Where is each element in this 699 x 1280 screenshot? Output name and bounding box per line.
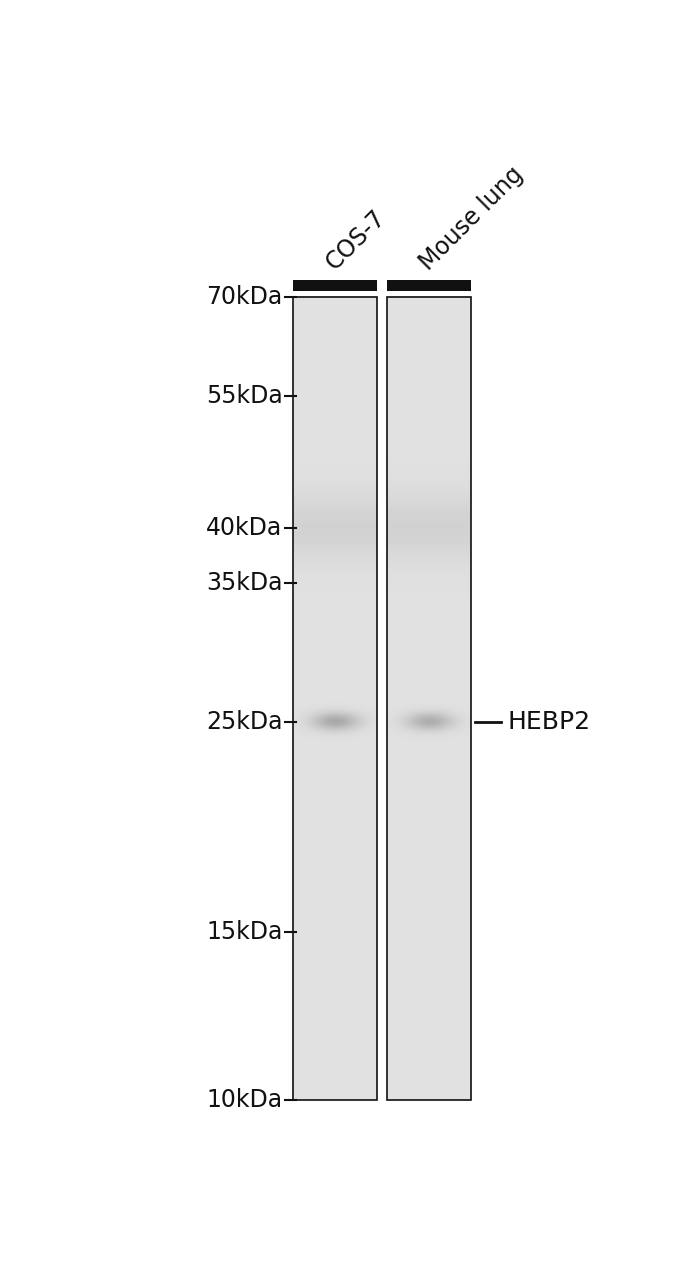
Text: 70kDa: 70kDa	[206, 284, 282, 308]
Bar	[387, 280, 471, 291]
Text: 10kDa: 10kDa	[206, 1088, 282, 1112]
Text: 15kDa: 15kDa	[206, 920, 282, 945]
Text: HEBP2: HEBP2	[507, 709, 591, 733]
Text: 25kDa: 25kDa	[206, 709, 282, 733]
Text: 35kDa: 35kDa	[206, 571, 282, 595]
Text: Mouse lung: Mouse lung	[415, 163, 528, 275]
Bar	[294, 297, 377, 1100]
Text: 55kDa: 55kDa	[206, 384, 282, 408]
Text: 40kDa: 40kDa	[206, 516, 282, 539]
Text: COS-7: COS-7	[321, 206, 390, 275]
Bar	[387, 297, 471, 1100]
Bar	[294, 280, 377, 291]
